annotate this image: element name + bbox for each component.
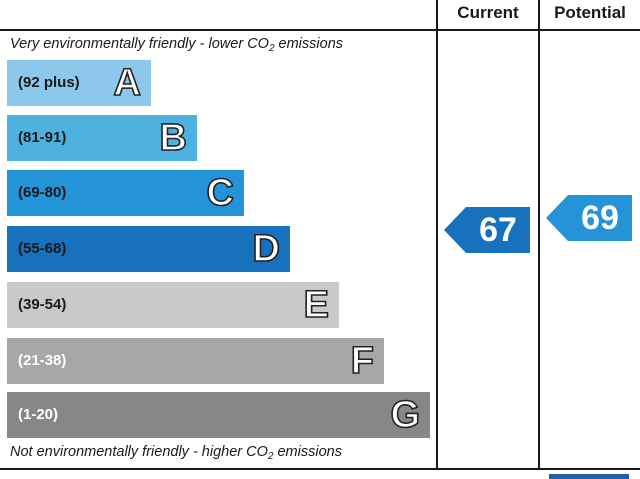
band-letter: D	[252, 227, 281, 271]
band-letter: B	[159, 116, 188, 160]
band-f: (21-38) F	[7, 338, 384, 384]
bottom-note-suffix: emissions	[273, 444, 342, 460]
bottom-note-text: Not environmentally friendly - higher C	[10, 444, 257, 460]
top-note-text: Very environmentally friendly - lower C	[10, 36, 258, 52]
current-header: Current	[457, 3, 519, 22]
top-note: Very environmentally friendly - lower CO…	[10, 36, 343, 54]
bottom-note-o: O	[256, 444, 268, 460]
potential-rating-arrow: 69	[546, 195, 632, 241]
band-letter: A	[113, 61, 142, 105]
band-letter: E	[303, 283, 330, 327]
band-d: (55-68) D	[7, 226, 290, 272]
band-b: (81-91) B	[7, 115, 197, 161]
divider	[0, 468, 640, 470]
divider	[538, 0, 540, 470]
potential-arrow-shape	[546, 195, 632, 241]
band-range: (92 plus)	[18, 74, 80, 91]
band-g: (1-20) G	[7, 392, 430, 438]
band-range: (81-91)	[18, 129, 67, 146]
band-letter: C	[206, 171, 235, 215]
band-range: (39-54)	[18, 296, 67, 313]
top-note-o: O	[257, 36, 269, 52]
band-e: (39-54) E	[7, 282, 339, 328]
band-letter: F	[350, 339, 375, 383]
bottom-note: Not environmentally friendly - higher CO…	[10, 444, 342, 462]
band-range: (21-38)	[18, 352, 67, 369]
band-letter: G	[390, 393, 421, 437]
potential-rating-value: 69	[581, 199, 619, 237]
divider	[0, 29, 640, 31]
divider	[436, 0, 438, 470]
band-range: (55-68)	[18, 240, 67, 257]
current-rating-value: 67	[479, 211, 517, 249]
band-a: (92 plus) A	[7, 60, 151, 106]
partial-box	[549, 474, 629, 479]
band-range: (1-20)	[18, 406, 59, 423]
current-rating-arrow: 67	[444, 207, 530, 253]
bottom-note-sub: 2	[267, 451, 274, 462]
band-c: (69-80) C	[7, 170, 244, 216]
top-note-suffix: emissions	[274, 36, 344, 52]
current-arrow-shape	[444, 207, 530, 253]
top-note-sub: 2	[268, 43, 275, 54]
band-range: (69-80)	[18, 184, 67, 201]
potential-header: Potential	[554, 3, 626, 22]
